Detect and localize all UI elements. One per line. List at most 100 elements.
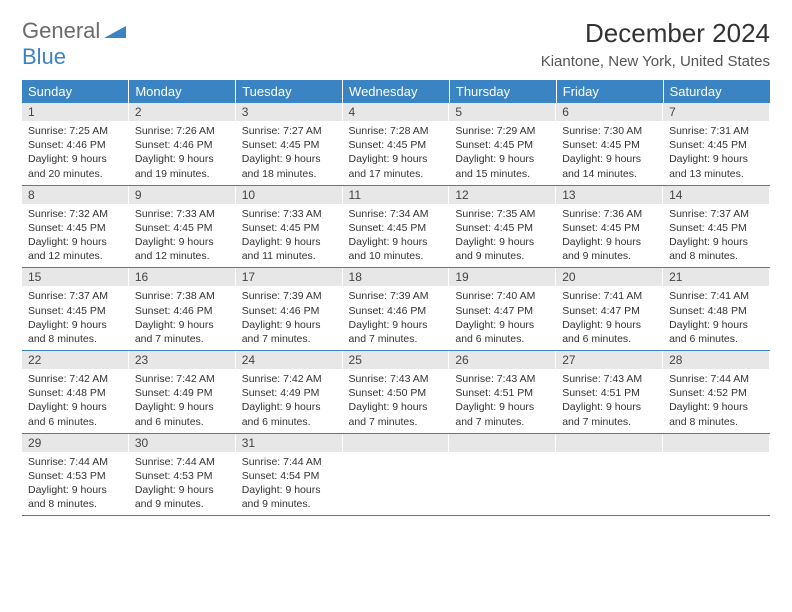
day-number: 31	[236, 434, 343, 452]
day-number: 16	[129, 268, 236, 286]
day-number: 28	[663, 351, 770, 369]
calendar-day-cell: 21Sunrise: 7:41 AMSunset: 4:48 PMDayligh…	[663, 268, 770, 351]
calendar-day-cell	[663, 434, 770, 517]
day-number: 14	[663, 186, 770, 204]
calendar-day-cell: 8Sunrise: 7:32 AMSunset: 4:45 PMDaylight…	[22, 186, 129, 269]
day-details: Sunrise: 7:32 AMSunset: 4:45 PMDaylight:…	[22, 204, 129, 268]
day-number: 3	[236, 103, 343, 121]
calendar-day-cell: 26Sunrise: 7:43 AMSunset: 4:51 PMDayligh…	[449, 351, 556, 434]
logo: General Blue	[22, 18, 126, 70]
calendar-day-cell: 9Sunrise: 7:33 AMSunset: 4:45 PMDaylight…	[129, 186, 236, 269]
calendar-day-cell: 3Sunrise: 7:27 AMSunset: 4:45 PMDaylight…	[236, 103, 343, 186]
day-number: 29	[22, 434, 129, 452]
day-details: Sunrise: 7:44 AMSunset: 4:53 PMDaylight:…	[129, 452, 236, 516]
empty-day-header	[556, 434, 663, 452]
day-details: Sunrise: 7:41 AMSunset: 4:48 PMDaylight:…	[663, 286, 770, 350]
day-details: Sunrise: 7:29 AMSunset: 4:45 PMDaylight:…	[449, 121, 556, 185]
calendar-week-row: 1Sunrise: 7:25 AMSunset: 4:46 PMDaylight…	[22, 103, 770, 186]
day-details: Sunrise: 7:42 AMSunset: 4:49 PMDaylight:…	[236, 369, 343, 433]
day-number: 26	[449, 351, 556, 369]
day-details: Sunrise: 7:39 AMSunset: 4:46 PMDaylight:…	[236, 286, 343, 350]
calendar-day-cell: 11Sunrise: 7:34 AMSunset: 4:45 PMDayligh…	[343, 186, 450, 269]
calendar-day-cell: 23Sunrise: 7:42 AMSunset: 4:49 PMDayligh…	[129, 351, 236, 434]
day-number: 22	[22, 351, 129, 369]
day-details: Sunrise: 7:34 AMSunset: 4:45 PMDaylight:…	[343, 204, 450, 268]
day-details: Sunrise: 7:44 AMSunset: 4:53 PMDaylight:…	[22, 452, 129, 516]
day-details: Sunrise: 7:30 AMSunset: 4:45 PMDaylight:…	[556, 121, 663, 185]
weekday-header: Tuesday	[236, 80, 343, 103]
empty-day-header	[343, 434, 450, 452]
calendar-day-cell: 24Sunrise: 7:42 AMSunset: 4:49 PMDayligh…	[236, 351, 343, 434]
day-details: Sunrise: 7:31 AMSunset: 4:45 PMDaylight:…	[663, 121, 770, 185]
day-number: 13	[556, 186, 663, 204]
calendar-day-cell: 15Sunrise: 7:37 AMSunset: 4:45 PMDayligh…	[22, 268, 129, 351]
calendar-day-cell: 12Sunrise: 7:35 AMSunset: 4:45 PMDayligh…	[449, 186, 556, 269]
day-details: Sunrise: 7:44 AMSunset: 4:52 PMDaylight:…	[663, 369, 770, 433]
day-details: Sunrise: 7:27 AMSunset: 4:45 PMDaylight:…	[236, 121, 343, 185]
calendar-day-cell: 6Sunrise: 7:30 AMSunset: 4:45 PMDaylight…	[556, 103, 663, 186]
calendar-day-cell: 2Sunrise: 7:26 AMSunset: 4:46 PMDaylight…	[129, 103, 236, 186]
calendar-day-cell	[449, 434, 556, 517]
day-number: 7	[663, 103, 770, 121]
calendar-day-cell: 18Sunrise: 7:39 AMSunset: 4:46 PMDayligh…	[343, 268, 450, 351]
day-number: 25	[343, 351, 450, 369]
empty-day-header	[449, 434, 556, 452]
calendar-day-cell: 17Sunrise: 7:39 AMSunset: 4:46 PMDayligh…	[236, 268, 343, 351]
day-number: 11	[343, 186, 450, 204]
day-number: 4	[343, 103, 450, 121]
day-details: Sunrise: 7:44 AMSunset: 4:54 PMDaylight:…	[236, 452, 343, 516]
calendar-day-cell: 25Sunrise: 7:43 AMSunset: 4:50 PMDayligh…	[343, 351, 450, 434]
calendar-day-cell: 5Sunrise: 7:29 AMSunset: 4:45 PMDaylight…	[449, 103, 556, 186]
day-details: Sunrise: 7:37 AMSunset: 4:45 PMDaylight:…	[663, 204, 770, 268]
day-number: 19	[449, 268, 556, 286]
calendar-day-cell: 20Sunrise: 7:41 AMSunset: 4:47 PMDayligh…	[556, 268, 663, 351]
day-number: 23	[129, 351, 236, 369]
calendar-day-cell: 1Sunrise: 7:25 AMSunset: 4:46 PMDaylight…	[22, 103, 129, 186]
weekday-header: Saturday	[663, 80, 770, 103]
title-block: December 2024 Kiantone, New York, United…	[541, 18, 770, 70]
header: General Blue December 2024 Kiantone, New…	[22, 18, 770, 70]
location-text: Kiantone, New York, United States	[541, 53, 770, 70]
day-number: 12	[449, 186, 556, 204]
day-number: 18	[343, 268, 450, 286]
logo-general: General	[22, 18, 100, 43]
weekday-header-row: SundayMondayTuesdayWednesdayThursdayFrid…	[22, 80, 770, 103]
day-details: Sunrise: 7:41 AMSunset: 4:47 PMDaylight:…	[556, 286, 663, 350]
calendar-table: SundayMondayTuesdayWednesdayThursdayFrid…	[22, 80, 770, 516]
calendar-day-cell: 19Sunrise: 7:40 AMSunset: 4:47 PMDayligh…	[449, 268, 556, 351]
calendar-week-row: 22Sunrise: 7:42 AMSunset: 4:48 PMDayligh…	[22, 351, 770, 434]
calendar-week-row: 8Sunrise: 7:32 AMSunset: 4:45 PMDaylight…	[22, 186, 770, 269]
day-number: 27	[556, 351, 663, 369]
weekday-header: Sunday	[22, 80, 129, 103]
day-number: 20	[556, 268, 663, 286]
day-details: Sunrise: 7:42 AMSunset: 4:49 PMDaylight:…	[129, 369, 236, 433]
calendar-body: 1Sunrise: 7:25 AMSunset: 4:46 PMDaylight…	[22, 103, 770, 516]
day-number: 5	[449, 103, 556, 121]
day-number: 1	[22, 103, 129, 121]
day-details: Sunrise: 7:35 AMSunset: 4:45 PMDaylight:…	[449, 204, 556, 268]
calendar-day-cell: 28Sunrise: 7:44 AMSunset: 4:52 PMDayligh…	[663, 351, 770, 434]
calendar-week-row: 15Sunrise: 7:37 AMSunset: 4:45 PMDayligh…	[22, 268, 770, 351]
day-details: Sunrise: 7:42 AMSunset: 4:48 PMDaylight:…	[22, 369, 129, 433]
day-details: Sunrise: 7:40 AMSunset: 4:47 PMDaylight:…	[449, 286, 556, 350]
day-number: 8	[22, 186, 129, 204]
day-details: Sunrise: 7:43 AMSunset: 4:51 PMDaylight:…	[449, 369, 556, 433]
day-number: 24	[236, 351, 343, 369]
day-number: 17	[236, 268, 343, 286]
logo-triangle-icon	[104, 18, 126, 44]
day-number: 6	[556, 103, 663, 121]
calendar-day-cell: 27Sunrise: 7:43 AMSunset: 4:51 PMDayligh…	[556, 351, 663, 434]
calendar-day-cell: 4Sunrise: 7:28 AMSunset: 4:45 PMDaylight…	[343, 103, 450, 186]
weekday-header: Friday	[556, 80, 663, 103]
day-number: 21	[663, 268, 770, 286]
calendar-week-row: 29Sunrise: 7:44 AMSunset: 4:53 PMDayligh…	[22, 434, 770, 517]
weekday-header: Thursday	[449, 80, 556, 103]
calendar-day-cell: 30Sunrise: 7:44 AMSunset: 4:53 PMDayligh…	[129, 434, 236, 517]
calendar-day-cell: 29Sunrise: 7:44 AMSunset: 4:53 PMDayligh…	[22, 434, 129, 517]
day-details: Sunrise: 7:33 AMSunset: 4:45 PMDaylight:…	[236, 204, 343, 268]
empty-day-header	[663, 434, 770, 452]
calendar-day-cell: 22Sunrise: 7:42 AMSunset: 4:48 PMDayligh…	[22, 351, 129, 434]
logo-blue: Blue	[22, 44, 66, 69]
calendar-day-cell	[343, 434, 450, 517]
day-details: Sunrise: 7:43 AMSunset: 4:50 PMDaylight:…	[343, 369, 450, 433]
